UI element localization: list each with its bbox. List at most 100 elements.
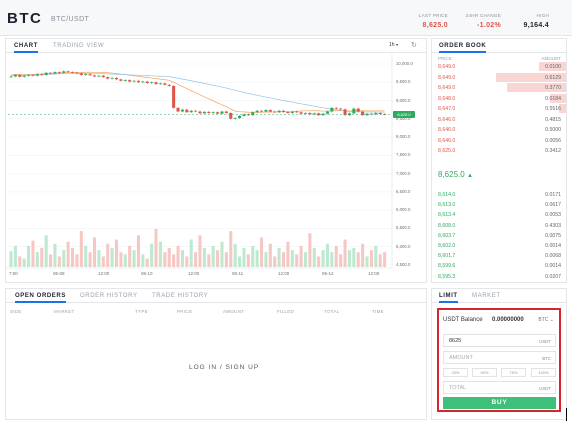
ask-row[interactable]: 8,649.0 0.6129 bbox=[432, 72, 566, 83]
volume-bar bbox=[97, 250, 101, 267]
volume-bar bbox=[378, 254, 382, 267]
candle bbox=[255, 110, 259, 113]
bid-row[interactable]: 8,595.3 0.0207 bbox=[432, 272, 566, 282]
bid-row[interactable]: 8,613.4 0.0053 bbox=[432, 210, 566, 220]
bid-row[interactable]: 8,602.0 0.0014 bbox=[432, 241, 566, 251]
volume-bar bbox=[356, 252, 360, 267]
tab-trading-view[interactable]: TRADING VIEW bbox=[53, 43, 105, 49]
total-input[interactable]: TOTAL USDT bbox=[443, 381, 556, 394]
candle bbox=[312, 113, 316, 115]
symbol-title: BTC bbox=[7, 10, 43, 27]
candle bbox=[13, 74, 17, 77]
candle bbox=[185, 109, 189, 113]
candle bbox=[158, 83, 162, 85]
candle bbox=[97, 75, 101, 77]
candle bbox=[141, 81, 145, 83]
candle bbox=[79, 73, 83, 75]
percent-50-button[interactable]: 50% bbox=[472, 368, 497, 377]
candle bbox=[154, 82, 158, 85]
volume-bar bbox=[308, 233, 312, 267]
candle bbox=[35, 74, 39, 76]
volume-bar bbox=[185, 256, 189, 267]
bid-row[interactable]: 8,599.6 0.0014 bbox=[432, 261, 566, 271]
candle bbox=[180, 109, 184, 112]
ask-row[interactable]: 8,648.0 0.0184 bbox=[432, 93, 566, 104]
ask-price: 8,648.0 bbox=[438, 95, 456, 102]
buy-button[interactable]: BUY bbox=[443, 397, 556, 409]
col-total: TOTAL bbox=[324, 309, 340, 314]
tab-limit[interactable]: LIMIT bbox=[439, 293, 458, 303]
candle bbox=[374, 112, 378, 115]
candle bbox=[264, 110, 268, 112]
candle bbox=[330, 107, 334, 112]
tab-order-book[interactable]: ORDER BOOK bbox=[439, 43, 487, 53]
balance-label: USDT Balance bbox=[443, 317, 483, 323]
ask-row[interactable]: 8,649.0 0.3770 bbox=[432, 83, 566, 93]
percent-25-button[interactable]: 25% bbox=[443, 368, 468, 377]
bid-row[interactable]: 8,613.0 0.0617 bbox=[432, 200, 566, 210]
volume-bar bbox=[27, 245, 31, 267]
stat-label: HIGH bbox=[536, 13, 549, 18]
bid-row[interactable]: 8,608.0 0.4303 bbox=[432, 221, 566, 231]
text-cursor bbox=[566, 408, 567, 421]
percent-75-button[interactable]: 75% bbox=[501, 368, 526, 377]
volume-bar bbox=[295, 254, 299, 267]
bid-amount: 0.0014 bbox=[545, 243, 561, 249]
candle bbox=[66, 71, 70, 73]
arrow-up-icon: ▲ bbox=[466, 173, 473, 179]
price-chart[interactable] bbox=[6, 54, 426, 282]
last-price-row: 8,625.0 ▲ bbox=[438, 170, 473, 179]
candle bbox=[273, 111, 277, 113]
bid-row[interactable]: 8,601.7 0.0068 bbox=[432, 251, 566, 261]
ask-row[interactable]: 8,625.0 0.3412 bbox=[432, 146, 566, 156]
volume-bar bbox=[180, 250, 184, 267]
volume-bar bbox=[299, 245, 303, 267]
bid-amount: 0.0207 bbox=[545, 273, 561, 280]
tab-chart[interactable]: CHART bbox=[14, 43, 38, 53]
ask-row[interactable]: 8,646.0 0.5000 bbox=[432, 125, 566, 135]
y-tick-label: 8,000.0 bbox=[396, 134, 411, 140]
candle bbox=[132, 80, 136, 82]
ask-row[interactable]: 8,646.0 0.0056 bbox=[432, 136, 566, 146]
balance-value: 0.00000000 bbox=[492, 317, 524, 323]
bid-row[interactable]: 8,603.7 0.0075 bbox=[432, 231, 566, 241]
refresh-icon[interactable]: ↻ bbox=[411, 42, 417, 49]
candle bbox=[119, 79, 123, 81]
tab-order-history[interactable]: ORDER HISTORY bbox=[80, 293, 138, 299]
ask-row[interactable]: 8,646.0 0.4815 bbox=[432, 115, 566, 125]
candle bbox=[303, 112, 308, 114]
volume-bar bbox=[317, 256, 321, 267]
y-tick-label: 8,500.0 bbox=[396, 115, 411, 121]
volume-bar bbox=[229, 231, 233, 267]
last-price: 8,625.0 bbox=[438, 170, 465, 179]
candle bbox=[145, 81, 149, 84]
amount-input[interactable]: AMOUNT BTC bbox=[443, 351, 556, 364]
tab-market[interactable]: MARKET bbox=[472, 293, 501, 299]
volume-bar bbox=[22, 258, 26, 267]
ask-row[interactable]: 8,647.0 0.5516 bbox=[432, 104, 566, 114]
ask-price: 8,649.0 bbox=[438, 64, 456, 70]
candle bbox=[281, 110, 286, 112]
bid-amount: 0.0014 bbox=[545, 263, 561, 270]
interval-select[interactable]: 1h ▾ bbox=[389, 42, 398, 48]
volume-bar bbox=[286, 241, 290, 267]
candle bbox=[123, 80, 127, 81]
tab-open-orders[interactable]: OPEN ORDERS bbox=[15, 293, 66, 303]
volume-bar bbox=[339, 254, 343, 267]
candle bbox=[207, 111, 211, 113]
bid-row[interactable]: 8,614.0 0.0171 bbox=[432, 190, 566, 200]
volume-bar bbox=[189, 239, 193, 267]
ask-row[interactable]: 8,649.0 0.0100 bbox=[432, 62, 566, 72]
stat-label: 24HR CHANGE bbox=[465, 13, 501, 18]
candle bbox=[242, 114, 246, 116]
tab-trade-history[interactable]: TRADE HISTORY bbox=[152, 293, 209, 299]
orders-panel: OPEN ORDERS ORDER HISTORY TRADE HISTORY … bbox=[5, 288, 427, 420]
stat-value: 9,164.4 bbox=[523, 22, 549, 29]
login-signup-link[interactable]: LOG IN / SIGN UP bbox=[189, 364, 260, 371]
price-input[interactable]: 8625 USDT bbox=[443, 334, 556, 347]
percent-100-button[interactable]: 100% bbox=[531, 368, 556, 377]
bid-price: 8,603.7 bbox=[438, 232, 456, 239]
volume-bar bbox=[92, 237, 97, 267]
col-price: PRICE bbox=[438, 56, 452, 61]
x-tick-label: 12:00 bbox=[278, 271, 290, 276]
